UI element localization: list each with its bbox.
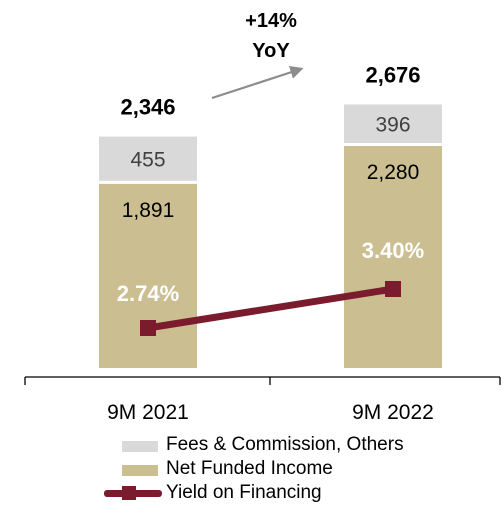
yield-point-2: [385, 281, 401, 297]
data-label-fees-1: 455: [130, 149, 165, 172]
annotation-arrow: [211, 65, 304, 100]
bar-fees-1: [99, 136, 197, 181]
annotation-yoy: YoY: [252, 40, 290, 62]
data-label-funded-2: 2,280: [367, 161, 420, 184]
x-tick-label-2: 9M 2022: [352, 401, 434, 424]
yield-label-1: 2.74%: [117, 281, 179, 306]
yield-point-1: [140, 320, 156, 336]
legend-swatch-funded: [122, 465, 158, 476]
annotation-growth: +14%: [245, 10, 297, 32]
legend-label-funded: Net Funded Income: [166, 458, 333, 479]
total-label-1: 2,346: [120, 95, 175, 120]
data-label-fees-2: 396: [375, 114, 410, 137]
total-label-2: 2,676: [365, 62, 420, 87]
x-tick-label-1: 9M 2021: [107, 401, 189, 424]
bar-funded-2: [344, 146, 442, 368]
yield-label-2: 3.40%: [362, 238, 424, 263]
legend-marker-yield: [122, 486, 136, 500]
yield-line: [144, 285, 397, 332]
legend-swatch-fees: [122, 441, 158, 452]
legend-label-fees: Fees & Commission, Others: [166, 434, 404, 455]
bar-funded-1: [99, 183, 197, 368]
legend-label-yield: Yield on Financing: [166, 482, 322, 503]
bar-fees-2: [344, 104, 442, 143]
data-label-funded-1: 1,891: [122, 199, 175, 222]
